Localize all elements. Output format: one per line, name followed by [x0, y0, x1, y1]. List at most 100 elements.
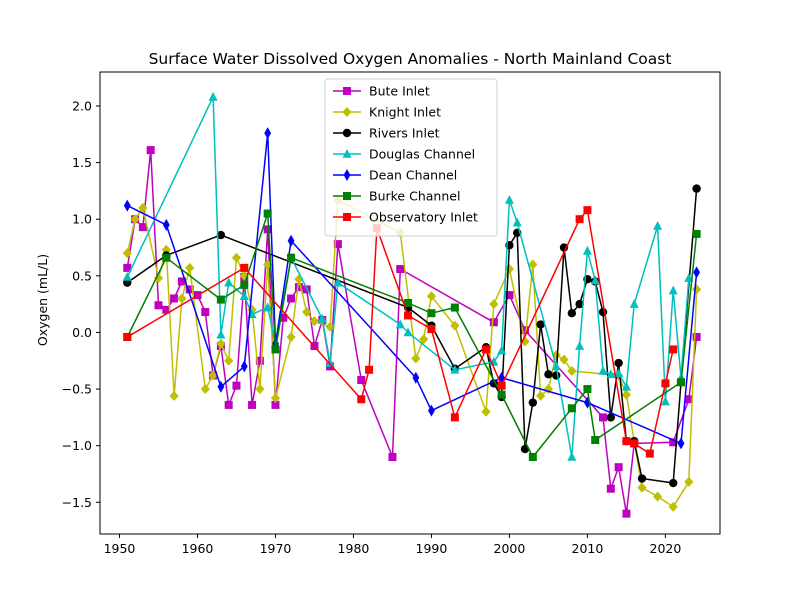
legend-box: [324, 78, 498, 237]
data-point-observatory-inlet: [645, 449, 654, 458]
data-point-knight-inlet: [621, 389, 632, 400]
data-point-knight-inlet: [567, 365, 577, 376]
data-point-bute-inlet: [684, 395, 693, 404]
data-point-bute-inlet: [669, 438, 678, 447]
data-point-knight-inlet: [177, 293, 187, 304]
data-point-bute-inlet: [294, 283, 303, 292]
data-point-rivers-inlet: [637, 474, 647, 483]
legend-label: Observatory Inlet: [369, 210, 478, 225]
data-point-knight-inlet: [653, 491, 663, 502]
data-point-observatory-inlet: [450, 413, 459, 422]
data-point-rivers-inlet: [575, 299, 584, 309]
legend-item-observatory-inlet: Observatory Inlet: [333, 210, 478, 225]
data-point-douglas-channel: [606, 369, 616, 379]
data-point-burke-channel: [450, 303, 459, 312]
data-point-knight-inlet: [138, 202, 148, 213]
data-point-bute-inlet: [505, 291, 514, 300]
y-axis-label: Oxygen (mL/L): [35, 254, 50, 346]
data-point-knight-inlet: [185, 262, 195, 273]
data-point-observatory-inlet: [622, 437, 631, 446]
data-point-douglas-channel: [216, 329, 226, 339]
data-point-observatory-inlet: [583, 206, 592, 215]
x-tick-label: 1960: [182, 541, 214, 556]
x-tick-label: 1950: [104, 541, 136, 556]
data-point-observatory-inlet: [427, 325, 436, 334]
data-point-burke-channel: [404, 299, 413, 307]
data-point-bute-inlet: [263, 225, 272, 234]
data-point-knight-inlet: [231, 252, 242, 263]
data-point-bute-inlet: [177, 277, 186, 286]
data-point-bute-inlet: [146, 146, 155, 155]
data-point-bute-inlet: [232, 381, 241, 390]
data-point-knight-inlet: [302, 307, 312, 318]
data-point-knight-inlet: [692, 284, 702, 295]
legend-label: Douglas Channel: [369, 147, 475, 162]
data-point-knight-inlet: [637, 482, 647, 493]
data-point-bute-inlet: [170, 294, 179, 303]
y-tick-label: −1.5: [62, 495, 92, 510]
legend-marker: [343, 87, 351, 95]
data-point-burke-channel: [162, 253, 171, 262]
data-point-knight-inlet: [169, 390, 179, 401]
data-point-dean-channel: [264, 127, 272, 140]
data-point-dean-channel: [677, 437, 685, 450]
legend-label: Burke Channel: [369, 189, 460, 204]
data-point-knight-inlet: [270, 393, 281, 404]
data-point-knight-inlet: [286, 331, 296, 342]
data-point-observatory-inlet: [240, 263, 249, 272]
data-point-douglas-channel: [551, 361, 561, 371]
data-point-observatory-inlet: [482, 345, 491, 354]
data-point-knight-inlet: [130, 214, 140, 225]
data-point-burke-channel: [287, 253, 296, 262]
data-point-knight-inlet: [504, 264, 515, 275]
legend-label: Rivers Inlet: [369, 126, 440, 141]
data-point-observatory-inlet: [365, 365, 374, 374]
y-tick-label: 0.5: [72, 268, 92, 283]
x-tick-label: 1980: [338, 541, 370, 556]
data-point-bute-inlet: [138, 223, 147, 232]
data-point-bute-inlet: [521, 326, 530, 335]
data-point-dean-channel: [162, 218, 170, 231]
data-point-knight-inlet: [224, 355, 234, 366]
data-point-douglas-channel: [333, 277, 343, 287]
data-point-rivers-inlet: [528, 398, 538, 407]
data-point-bute-inlet: [333, 240, 342, 249]
data-point-bute-inlet: [622, 509, 631, 518]
data-point-knight-inlet: [200, 384, 210, 395]
data-point-observatory-inlet: [630, 439, 639, 448]
series-line-douglas-channel: [126, 96, 690, 458]
data-point-knight-inlet: [411, 353, 421, 364]
data-point-knight-inlet: [216, 338, 226, 349]
x-tick-label: 1990: [416, 541, 448, 556]
axes-frame: [99, 71, 721, 535]
data-point-rivers-inlet: [536, 320, 545, 329]
data-point-douglas-channel: [660, 396, 670, 406]
data-point-douglas-channel: [395, 319, 405, 329]
data-point-douglas-channel: [325, 358, 335, 367]
series-bute-inlet: [123, 146, 701, 518]
data-point-bute-inlet: [271, 400, 280, 409]
data-point-douglas-channel: [450, 364, 460, 374]
legend: Bute Inlet Knight Inlet Rivers Inlet Dougla…: [324, 78, 498, 237]
legend-marker: [342, 149, 352, 158]
data-point-bute-inlet: [248, 400, 257, 409]
data-point-burke-channel: [583, 385, 592, 394]
data-point-bute-inlet: [357, 376, 366, 384]
data-point-knight-inlet: [668, 501, 678, 512]
plot-area: 1950 1960 1970 1980 1990 2000 2010 2020 −1.5 −1.0…: [62, 71, 721, 556]
data-point-rivers-inlet: [692, 184, 701, 193]
data-point-burke-channel: [497, 390, 506, 399]
legend-item-douglas-channel: Douglas Channel: [333, 147, 475, 162]
data-point-douglas-channel: [497, 345, 507, 355]
data-point-knight-inlet: [481, 406, 491, 417]
data-point-bute-inlet: [224, 400, 233, 409]
data-point-bute-inlet: [201, 308, 210, 317]
data-point-douglas-channel: [224, 277, 234, 287]
data-point-bute-inlet: [692, 332, 701, 341]
data-point-bute-inlet: [255, 356, 264, 365]
data-point-douglas-channel: [504, 194, 514, 204]
data-point-knight-inlet: [325, 321, 335, 332]
data-point-burke-channel: [591, 436, 600, 445]
data-point-observatory-inlet: [669, 345, 678, 354]
data-point-douglas-channel: [653, 221, 663, 230]
